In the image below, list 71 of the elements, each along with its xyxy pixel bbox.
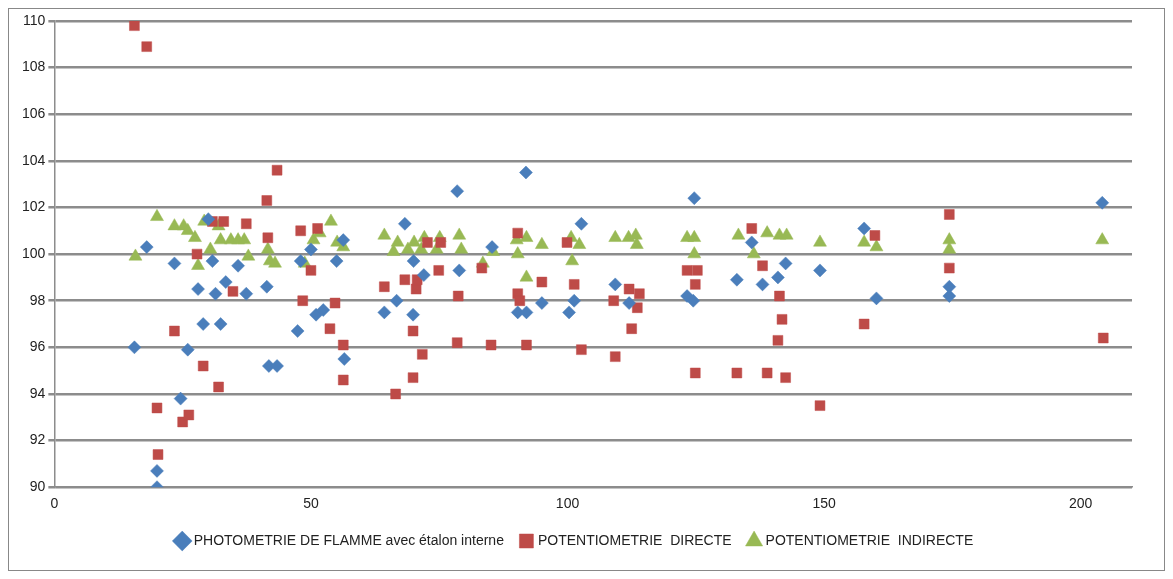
legend-label: POTENTIOMETRIE INDIRECTE	[765, 531, 974, 548]
point	[201, 212, 216, 226]
point	[567, 293, 581, 308]
point	[260, 279, 274, 294]
point	[417, 268, 431, 282]
point	[329, 254, 344, 268]
y-tick-label: 104	[22, 151, 46, 168]
point	[213, 317, 228, 331]
y-tick-label: 106	[22, 105, 46, 122]
x-tick-label: 150	[812, 495, 836, 512]
point	[745, 235, 759, 250]
point	[869, 291, 884, 306]
point	[181, 342, 195, 357]
point	[196, 317, 210, 331]
point	[167, 256, 182, 271]
y-tick-label: 102	[22, 198, 46, 215]
point	[778, 256, 793, 271]
point	[452, 263, 466, 278]
point	[857, 221, 871, 236]
point	[139, 240, 154, 254]
point	[398, 217, 412, 231]
point	[406, 307, 420, 322]
point	[191, 282, 205, 296]
point	[535, 296, 549, 310]
y-tick-label: 98	[29, 291, 46, 308]
point	[336, 233, 351, 247]
point	[608, 277, 622, 292]
point	[290, 324, 305, 338]
point	[219, 275, 233, 289]
y-tick-label: 94	[29, 384, 46, 401]
point	[173, 391, 188, 406]
point	[270, 359, 284, 373]
point	[231, 259, 245, 273]
point	[1095, 196, 1109, 210]
point	[771, 270, 785, 285]
point	[293, 254, 308, 268]
point	[208, 286, 223, 301]
y-tick-label: 100	[22, 244, 46, 261]
point	[519, 165, 533, 180]
point	[205, 254, 220, 268]
point	[687, 191, 702, 205]
point	[150, 464, 164, 478]
point	[622, 296, 636, 310]
legend-label: POTENTIOMETRIE DIRECTE	[537, 531, 732, 548]
point	[304, 242, 318, 257]
point	[406, 254, 421, 268]
point	[239, 286, 254, 301]
point	[337, 352, 352, 366]
point	[316, 303, 331, 317]
point	[485, 240, 499, 254]
point	[562, 305, 576, 320]
point	[686, 293, 700, 308]
x-tick-label: 200	[1069, 495, 1093, 512]
y-tick-label: 96	[29, 338, 46, 355]
y-tick-label: 92	[29, 431, 46, 448]
point	[755, 277, 770, 292]
legend-label: PHOTOMETRIE DE FLAMME avec étalon interne	[193, 531, 505, 548]
point	[574, 217, 589, 231]
point	[389, 293, 404, 308]
point	[813, 263, 827, 278]
point	[942, 289, 957, 303]
x-tick-label: 100	[555, 495, 580, 512]
y-tick-label: 110	[23, 11, 46, 28]
point	[730, 272, 744, 287]
point	[127, 340, 142, 355]
point	[377, 305, 392, 320]
point	[450, 184, 464, 198]
x-tick-label: 0	[50, 495, 59, 512]
x-tick-label: 50	[303, 495, 319, 512]
y-tick-label: 90	[29, 478, 46, 495]
y-tick-label: 108	[22, 58, 46, 75]
